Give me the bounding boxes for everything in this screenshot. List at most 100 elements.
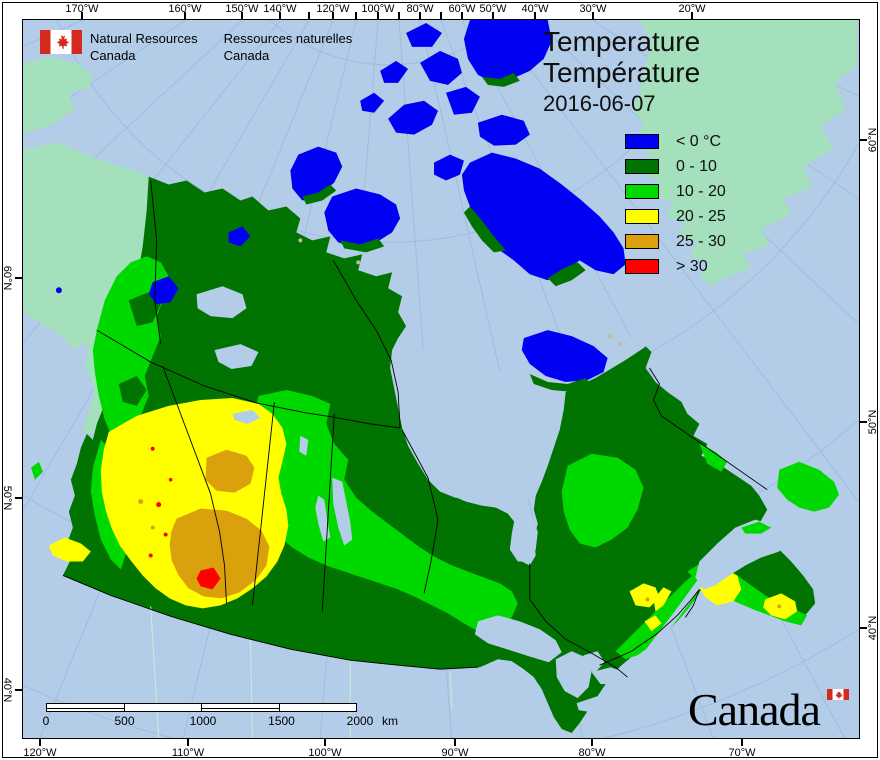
great-bear-lake <box>196 286 247 319</box>
map-date: 2016-06-07 <box>543 91 656 116</box>
lake-winnipeg <box>332 477 353 546</box>
map-viewport <box>22 19 860 739</box>
border-nwt-nu <box>332 260 401 428</box>
land-chukotka <box>23 56 93 133</box>
canada-flag-icon <box>40 30 82 54</box>
axis-label-longitude: 30°W <box>579 3 607 15</box>
legend-swatch-10-20 <box>625 184 659 199</box>
legend-item: 0 - 10 <box>625 154 726 179</box>
axis-label-longitude: 80°W <box>406 3 434 15</box>
scale-tick-label: 2000 <box>346 714 374 728</box>
tick-top <box>461 12 463 19</box>
south-baffin <box>521 330 608 382</box>
axis-label-longitude: 100°W <box>308 747 342 759</box>
axis-label-longitude: 40°W <box>521 3 549 15</box>
land-alaska <box>23 142 149 436</box>
lake-superior <box>474 615 562 663</box>
canada-wordmark: Canada <box>688 684 821 735</box>
tick-top <box>332 12 334 19</box>
axis-label-latitude: 60°N <box>867 127 879 153</box>
axis-label-longitude: 120°W <box>316 3 350 15</box>
political-boundaries <box>62 180 768 678</box>
tick-bottom <box>454 739 456 746</box>
land-greenland <box>633 20 858 287</box>
scale-tick-label: 1500 <box>268 714 295 728</box>
border-on-qc <box>529 563 628 678</box>
axis-label-longitude: 110°W <box>171 747 205 759</box>
lake-athabasca <box>232 409 261 424</box>
lake-winnipegosis <box>315 495 331 542</box>
lake-erie <box>576 690 627 713</box>
foreign-land <box>23 20 858 436</box>
map-title: Temperature Température 2016-06-07 <box>543 26 700 117</box>
tick-right <box>860 627 867 629</box>
legend-item: 10 - 20 <box>625 179 726 204</box>
axis-label-latitude: 60°N <box>1 265 13 291</box>
scale-bar-labels: 0 500 1000 1500 2000 km <box>42 712 398 728</box>
axis-label-longitude: 140°W <box>263 3 297 15</box>
border-ab-sk <box>252 401 275 606</box>
axis-label-longitude: 90°W <box>441 747 469 759</box>
tick-left <box>15 689 22 691</box>
banks-island <box>290 146 343 201</box>
border-canada-us-east <box>599 589 700 666</box>
axis-label-longitude: 60°W <box>448 3 476 15</box>
legend-swatch-25-30 <box>625 234 659 249</box>
arctic-islands-below-0 <box>55 20 626 382</box>
scale-tick-label: 0 <box>42 714 50 728</box>
nrcan-header: Natural Resources Canada Ressources natu… <box>40 30 352 64</box>
tick-top <box>377 12 379 19</box>
axis-label-longitude: 20°W <box>678 3 706 15</box>
lake-ontario <box>591 667 627 685</box>
tick-bottom <box>324 739 326 746</box>
tick-top <box>440 12 442 19</box>
scale-unit-label: km <box>382 714 398 728</box>
tick-top <box>398 12 400 19</box>
reindeer-lake <box>299 435 309 456</box>
tick-top <box>308 12 310 19</box>
tick-bottom <box>187 739 189 746</box>
canada-wordmark-flag-icon <box>827 689 849 700</box>
tick-bottom <box>741 739 743 746</box>
legend-swatch-20-25 <box>625 209 659 224</box>
ellesmere-island <box>463 20 552 83</box>
axis-label-latitude: 40°N <box>1 677 13 703</box>
tick-bottom <box>39 739 41 746</box>
axis-label-longitude: 50°W <box>479 3 507 15</box>
region-0-10-speckle <box>118 292 161 406</box>
border-canada-us-west <box>62 575 478 670</box>
axis-label-longitude: 160°W <box>168 3 202 15</box>
arctic-island-fringes-0-10 <box>302 72 592 392</box>
tick-top <box>81 12 83 19</box>
anticosti-island <box>741 521 772 534</box>
tick-top <box>534 12 536 19</box>
lake-huron <box>555 651 592 699</box>
border-yukon-nwt <box>150 180 162 345</box>
border-qc-nl <box>649 367 768 491</box>
tick-left <box>15 277 22 279</box>
region-25-30 <box>138 449 782 609</box>
dept-name-fr: Ressources naturelles Canada <box>223 31 353 63</box>
lake-michigan <box>487 673 516 738</box>
axis-label-latitude: 40°N <box>867 615 879 641</box>
great-slave-lake <box>214 344 259 370</box>
canada-mainland-0-10 <box>62 176 816 734</box>
border-60n <box>96 329 401 429</box>
tick-top <box>355 12 357 19</box>
tick-top <box>691 12 693 19</box>
legend-item: < 0 °C <box>625 129 726 154</box>
axis-label-latitude: 50°N <box>1 485 13 511</box>
tick-top <box>184 12 186 19</box>
tick-right <box>860 421 867 423</box>
axis-label-longitude: 170°W <box>65 3 99 15</box>
temperature-legend: < 0 °C 0 - 10 10 - 20 20 - 25 25 - 30 > … <box>625 129 726 279</box>
border-sk-mb <box>321 413 335 612</box>
axis-label-longitude: 120°W <box>23 747 57 759</box>
tick-top <box>492 12 494 19</box>
tick-left <box>15 497 22 499</box>
canada-temperature-map <box>23 20 859 738</box>
border-bc-ab <box>162 365 227 604</box>
victoria-island <box>324 188 401 249</box>
scale-tick-label: 1000 <box>189 714 217 728</box>
